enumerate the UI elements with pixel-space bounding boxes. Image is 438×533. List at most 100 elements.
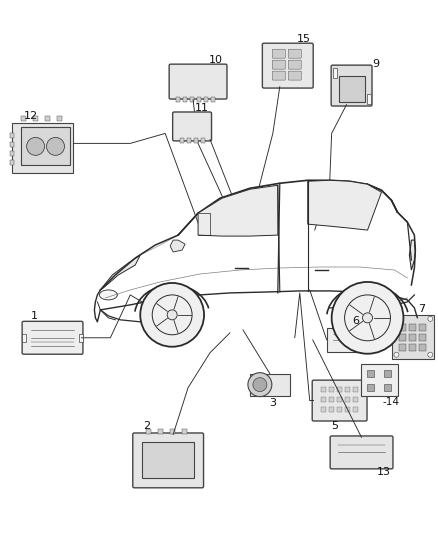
Bar [410, 344, 417, 351]
Bar [337, 386, 342, 392]
Bar [183, 96, 187, 101]
Bar [419, 334, 426, 341]
Bar [21, 127, 71, 165]
Bar [332, 68, 337, 78]
Bar [142, 442, 194, 478]
Circle shape [167, 310, 177, 320]
Bar [328, 386, 334, 392]
Bar [180, 139, 184, 143]
Bar [21, 334, 25, 342]
Bar [399, 324, 406, 331]
Circle shape [253, 378, 267, 392]
Bar [12, 124, 74, 173]
Text: -14: -14 [383, 397, 400, 407]
Circle shape [332, 282, 403, 354]
Circle shape [428, 352, 433, 357]
Bar [21, 117, 25, 122]
Ellipse shape [345, 307, 355, 313]
Bar [57, 117, 61, 122]
Bar [353, 386, 357, 392]
FancyBboxPatch shape [330, 436, 393, 469]
FancyBboxPatch shape [173, 112, 212, 141]
Bar [385, 370, 392, 377]
Text: 5: 5 [331, 422, 338, 432]
Bar [187, 139, 191, 143]
Bar [410, 324, 417, 331]
Text: 15: 15 [297, 34, 311, 44]
Bar [367, 94, 371, 103]
Bar [201, 139, 205, 143]
Bar [321, 407, 326, 411]
Text: 13: 13 [377, 467, 390, 478]
Polygon shape [100, 255, 140, 290]
FancyBboxPatch shape [331, 65, 372, 106]
Circle shape [46, 138, 64, 155]
Bar [337, 397, 342, 401]
Bar [328, 407, 334, 411]
Bar [10, 160, 14, 165]
Bar [10, 133, 14, 139]
Circle shape [428, 317, 433, 321]
Bar [367, 370, 374, 377]
Bar [345, 386, 350, 392]
Bar [45, 117, 49, 122]
FancyBboxPatch shape [288, 71, 301, 80]
Bar [337, 407, 342, 411]
Circle shape [394, 352, 399, 357]
Text: 7: 7 [418, 304, 425, 314]
Bar [339, 76, 364, 101]
FancyBboxPatch shape [272, 60, 285, 69]
Bar [10, 151, 14, 156]
FancyBboxPatch shape [272, 49, 285, 58]
Bar [10, 142, 14, 148]
FancyBboxPatch shape [133, 433, 204, 488]
Bar [419, 344, 426, 351]
Text: 12: 12 [24, 111, 38, 122]
Bar [79, 334, 83, 342]
Bar [250, 374, 290, 395]
Ellipse shape [99, 290, 117, 300]
Bar [321, 397, 326, 401]
Polygon shape [170, 240, 185, 252]
Bar [399, 334, 406, 341]
Bar [211, 96, 215, 101]
Bar [360, 364, 399, 395]
Bar [353, 407, 357, 411]
FancyBboxPatch shape [272, 71, 285, 80]
Bar [385, 384, 392, 391]
Bar [321, 386, 326, 392]
Circle shape [363, 313, 372, 323]
Bar [182, 430, 187, 434]
Polygon shape [198, 185, 278, 236]
Bar [345, 407, 350, 411]
Polygon shape [308, 180, 381, 230]
Text: 11: 11 [195, 102, 209, 112]
Bar [170, 430, 175, 434]
Text: 3: 3 [269, 398, 276, 408]
Bar [32, 117, 38, 122]
Circle shape [140, 283, 204, 347]
Bar [410, 334, 417, 341]
Circle shape [27, 138, 45, 155]
FancyBboxPatch shape [262, 43, 313, 88]
Text: 2: 2 [143, 422, 150, 432]
Text: 1: 1 [31, 311, 38, 321]
Bar [190, 96, 194, 101]
Bar [146, 430, 151, 434]
Bar [327, 328, 368, 352]
Bar [194, 139, 198, 143]
Bar [419, 324, 426, 331]
Bar [197, 96, 201, 101]
Bar [345, 397, 350, 401]
Bar [176, 96, 180, 101]
Circle shape [394, 317, 399, 321]
Bar [204, 96, 208, 101]
FancyBboxPatch shape [169, 64, 227, 99]
Text: 10: 10 [209, 55, 223, 64]
Bar [328, 397, 334, 401]
Bar [158, 430, 163, 434]
FancyBboxPatch shape [312, 380, 367, 421]
Bar [367, 384, 374, 391]
Bar [353, 397, 357, 401]
Text: 9: 9 [372, 59, 379, 69]
